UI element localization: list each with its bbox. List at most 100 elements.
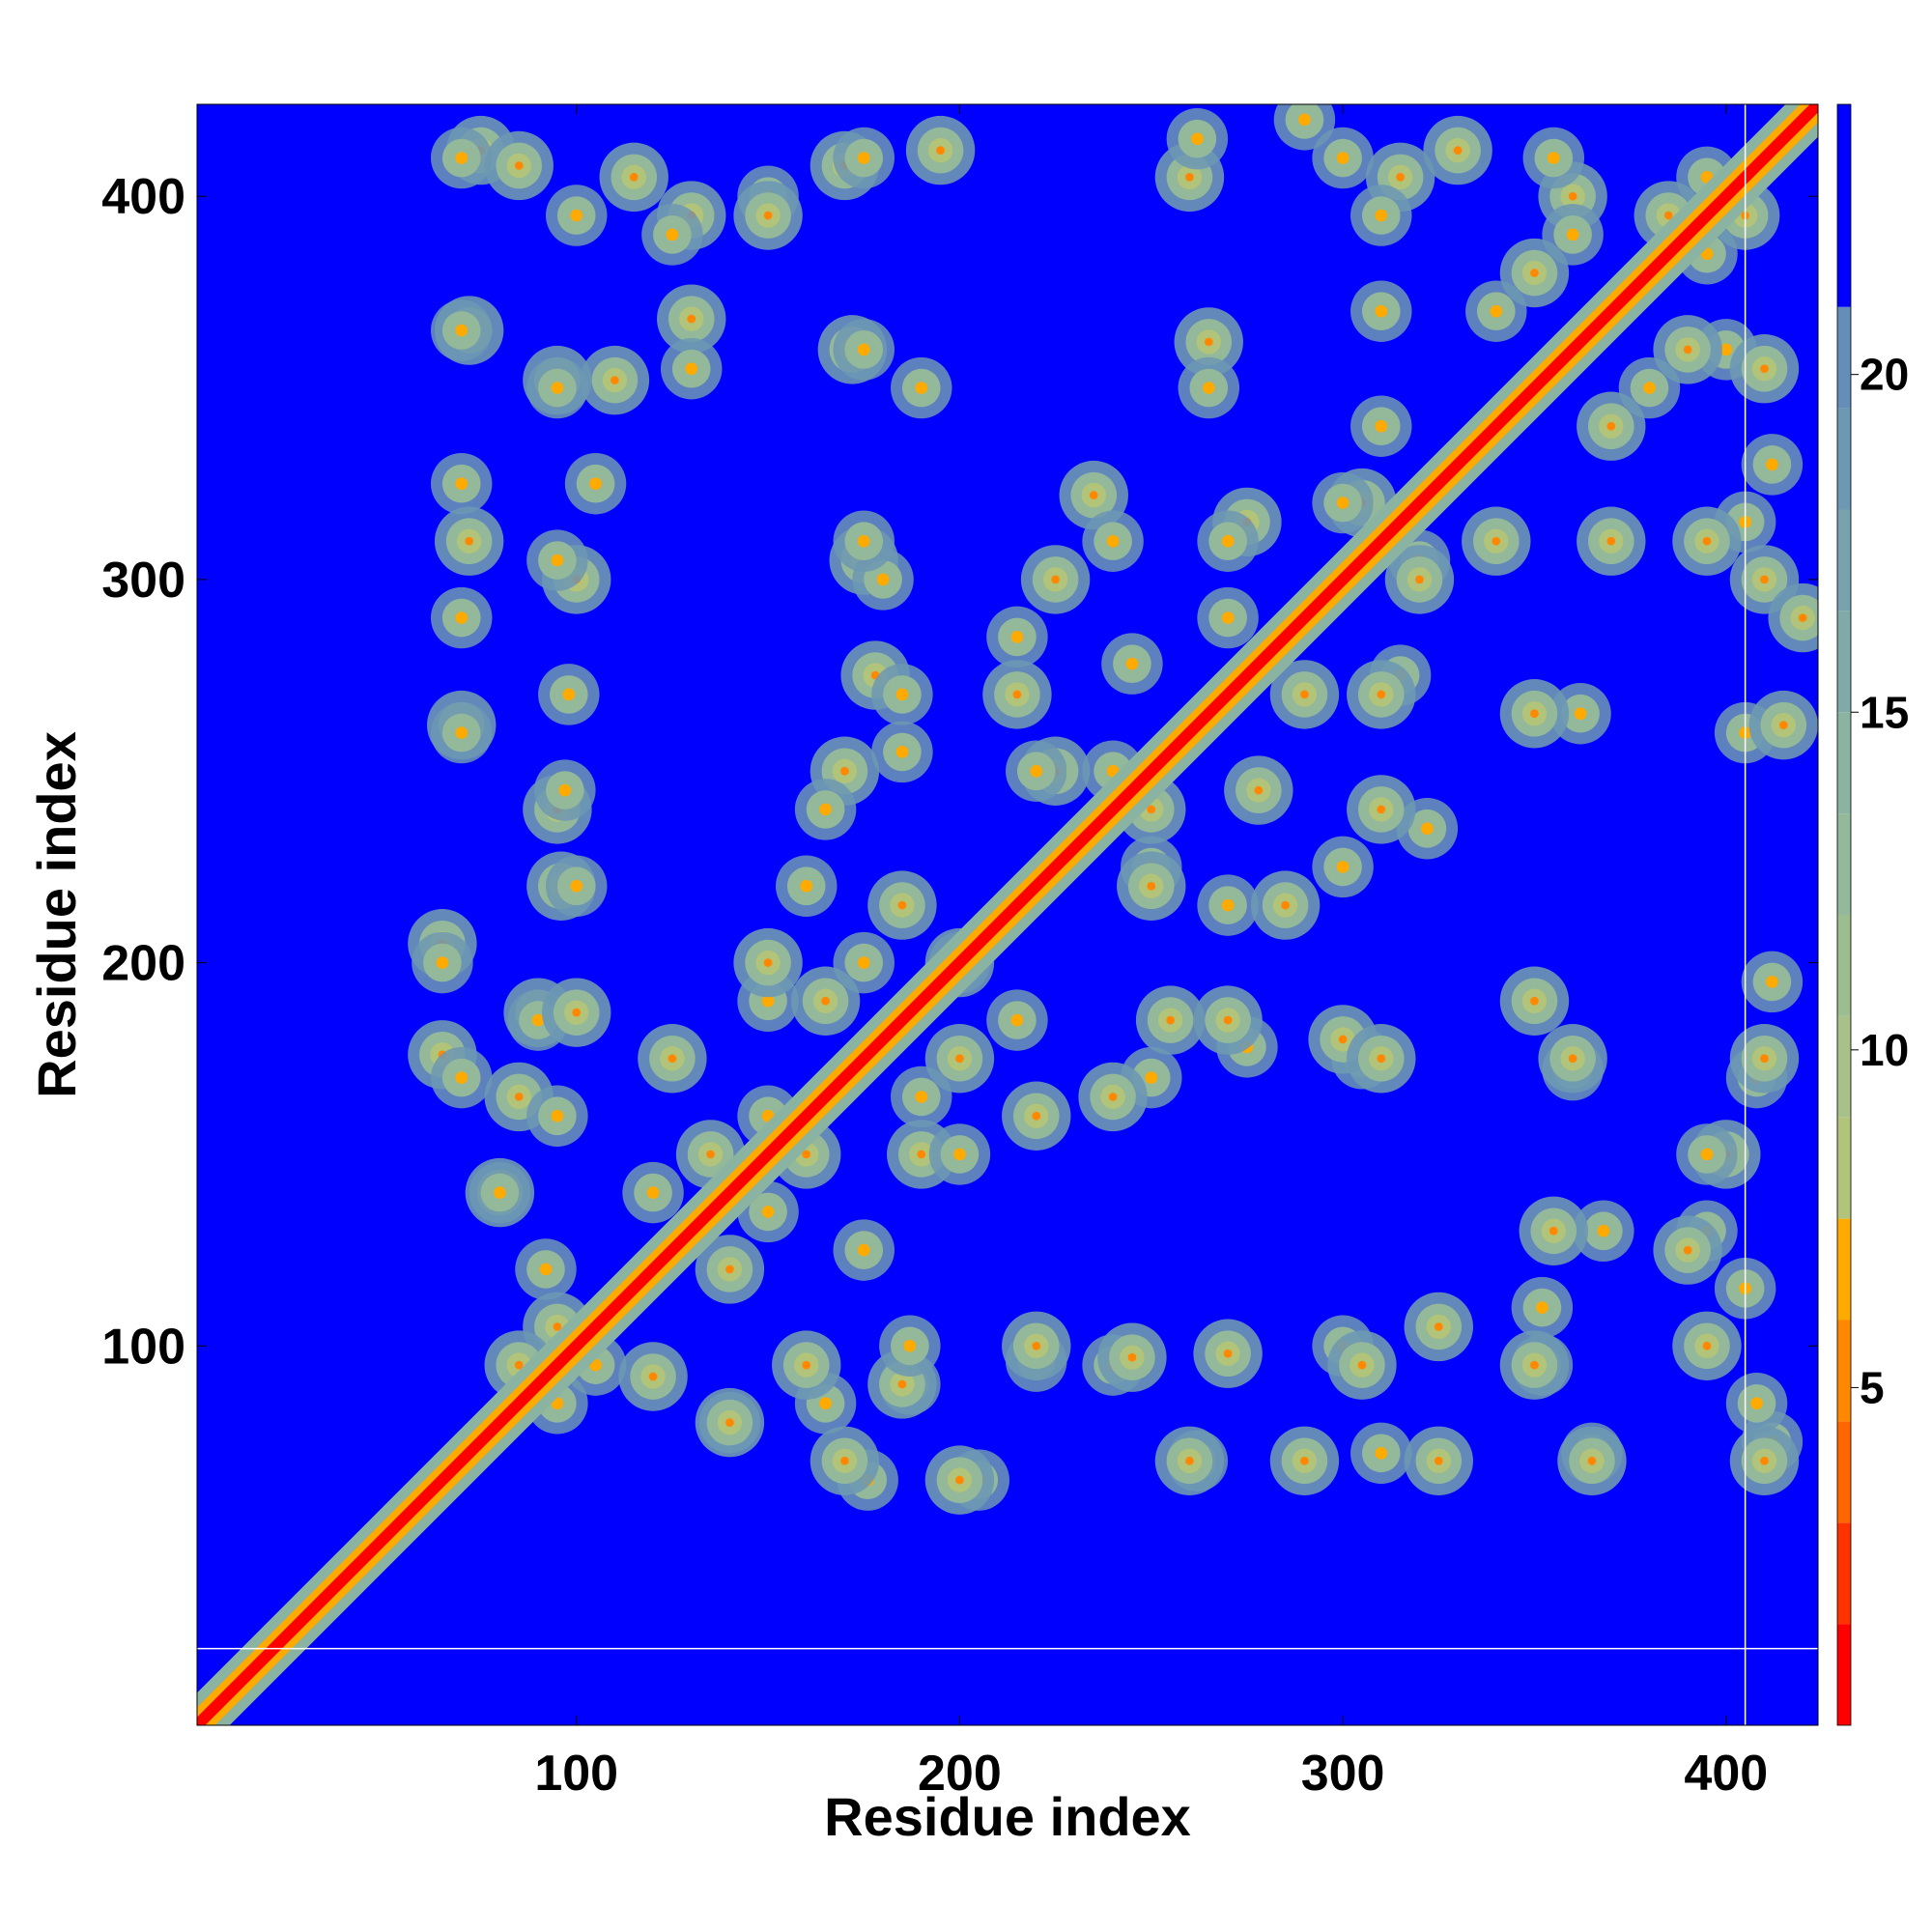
contact-core (1453, 146, 1463, 155)
contact-region-mirror (1350, 1422, 1412, 1485)
colorbar (1836, 103, 1852, 1726)
colorbar-segment (1837, 1421, 1851, 1523)
contact-core (1336, 497, 1350, 509)
contact-core (1145, 1071, 1158, 1084)
contact-core (465, 536, 474, 546)
contact-core (455, 477, 469, 491)
contact-core (1421, 822, 1434, 836)
contact-core (1766, 458, 1778, 471)
contact-region-mirror (1725, 1373, 1788, 1435)
colorbar-segment (1837, 1320, 1851, 1422)
contact-region-mirror (1542, 204, 1604, 266)
contact-core (1434, 1456, 1443, 1465)
contact-core (1223, 1349, 1233, 1358)
colorbar-segment (1837, 1015, 1851, 1118)
contact-core (1760, 364, 1769, 374)
contact-region-mirror (986, 606, 1048, 668)
contact-region-mirror (1312, 471, 1374, 534)
contact-core (1798, 613, 1807, 622)
contact-core (1375, 419, 1388, 433)
contact-region (1117, 851, 1186, 921)
contact-region-mirror (891, 1065, 952, 1128)
contact-core (1700, 1148, 1714, 1161)
contact-region-mirror (986, 989, 1048, 1051)
contact-core (1719, 343, 1733, 356)
colorbar-tick-label: 10 (1860, 1025, 1909, 1075)
contact-region-mirror (871, 664, 933, 725)
contact-core (553, 1322, 562, 1331)
contact-core (763, 958, 773, 967)
contact-core (895, 688, 909, 701)
contact-region-mirror (545, 855, 608, 917)
contact-core (514, 1360, 524, 1370)
contact-core (1147, 881, 1156, 891)
x-axis-label: Residue index (824, 1786, 1191, 1847)
contact-core (1377, 1054, 1386, 1064)
contact-core (1750, 1397, 1763, 1410)
contact-core (821, 996, 830, 1006)
contact-core (1492, 536, 1501, 546)
contact-region-mirror (833, 319, 895, 381)
contact-core (1766, 976, 1778, 988)
contact-region (1748, 690, 1818, 760)
contact-region (1224, 755, 1293, 825)
contact-core (1375, 1447, 1388, 1460)
contact-core (514, 161, 524, 170)
contact-core (953, 1148, 966, 1161)
contact-core (1396, 173, 1405, 182)
contact-region (1729, 545, 1800, 614)
contact-region (1499, 966, 1570, 1036)
contact-core (1547, 152, 1560, 164)
contact-core (1643, 382, 1656, 394)
x-axis-ticks: 100 200 300 400 (534, 104, 1768, 1802)
contact-core (1221, 534, 1235, 548)
contact-core (1010, 631, 1024, 643)
contact-region-mirror (1312, 836, 1374, 898)
contact-core (589, 477, 602, 491)
contact-core (1012, 690, 1022, 699)
contact-region-mirror (430, 1046, 493, 1109)
contact-region (484, 130, 554, 201)
contact-region (1519, 1196, 1588, 1265)
contact-core (685, 362, 698, 376)
colorbar-segment (1837, 1218, 1851, 1321)
contact-core (917, 1150, 926, 1159)
contact-core (895, 746, 909, 758)
contact-region (695, 1235, 765, 1304)
contact-core (562, 688, 576, 701)
contact-core (903, 1339, 917, 1352)
contact-region (1729, 334, 1800, 404)
contact-core (1760, 1054, 1769, 1064)
contact-region (1269, 1426, 1340, 1495)
contact-region (1174, 307, 1243, 377)
x-tick-label: 100 (534, 1746, 618, 1802)
contact-core (648, 1372, 658, 1381)
contact-region (733, 181, 803, 250)
y-axis-label: Residue index (26, 731, 87, 1098)
contact-core (1530, 709, 1539, 719)
contact-region-mirror (1197, 874, 1259, 936)
contact-region (1020, 545, 1091, 614)
x-tick-label: 200 (918, 1746, 1002, 1802)
contact-core (1760, 575, 1769, 584)
contact-region (1557, 1426, 1627, 1495)
contact-core (761, 994, 775, 1008)
contact-region-mirror (833, 127, 895, 189)
contact-core (1415, 575, 1424, 584)
contact-region-mirror (412, 931, 473, 994)
contact-region-mirror (891, 356, 952, 419)
contact-region-mirror (1178, 356, 1239, 419)
contact-core (725, 1264, 734, 1274)
contact-region (1097, 1322, 1167, 1392)
contact-region-mirror (1350, 185, 1412, 246)
contact-core (1663, 211, 1673, 220)
colorbar-segment (1837, 104, 1851, 307)
contact-core (570, 879, 583, 893)
contact-core (1202, 382, 1215, 394)
contact-core (1108, 1093, 1118, 1101)
contact-region (1462, 506, 1531, 576)
colorbar-tick-label: 5 (1860, 1362, 1885, 1412)
contact-region (580, 345, 650, 415)
contact-core (706, 1150, 715, 1159)
